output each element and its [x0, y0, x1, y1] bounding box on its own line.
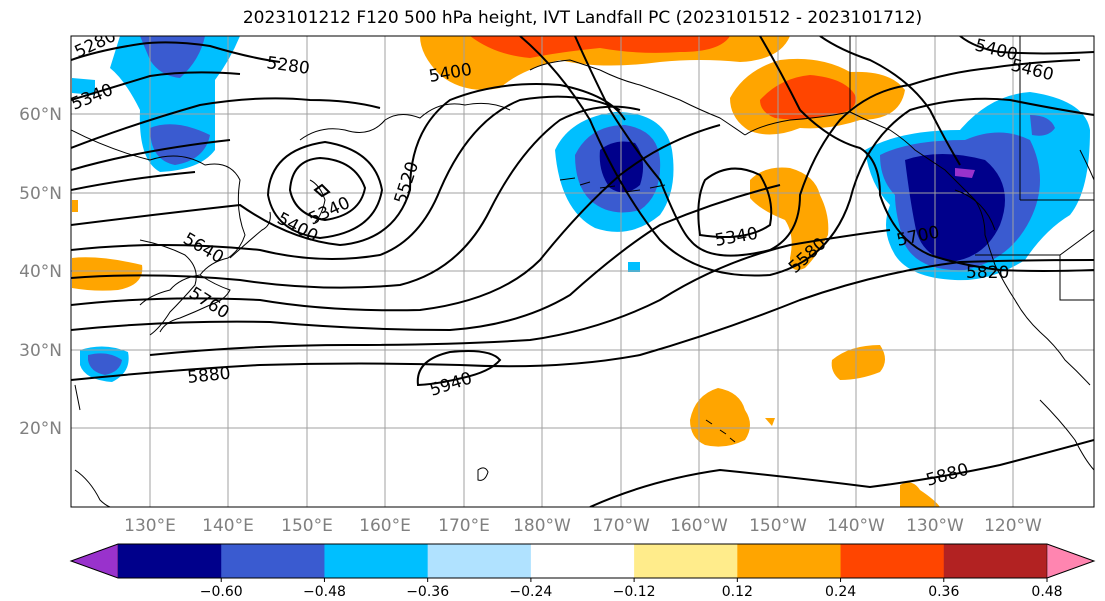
colorbar-tick-label: −0.24: [509, 584, 552, 600]
lon-label: 140°E: [202, 516, 254, 536]
colorbar-tick-label: −0.12: [613, 584, 656, 600]
colorbar-segment: [427, 544, 532, 578]
colorbar: [69, 543, 1096, 579]
colorbar-tick-label: −0.36: [406, 584, 449, 600]
ivt-negative-shading: [72, 36, 1090, 382]
lon-label: 160°E: [359, 516, 411, 536]
map-gridlines: [71, 36, 1094, 507]
lat-label: 20°N: [19, 419, 62, 439]
lon-label: 170°E: [438, 516, 490, 536]
colorbar-tick-label: 0.48: [1031, 584, 1062, 600]
colorbar-segment: [118, 544, 222, 578]
colorbar-tick-label: 0.24: [825, 584, 856, 600]
colorbar-tick-labels: −0.60 −0.48 −0.36 −0.24 −0.12 0.12 0.24 0.36 0.4…: [200, 578, 1063, 600]
colorbar-tick-label: 0.36: [928, 584, 959, 600]
colorbar-extend-high: [1046, 543, 1095, 579]
figure-title: 2023101212 F120 500 hPa height, IVT Land…: [242, 8, 923, 28]
lon-label: 170°W: [592, 516, 650, 536]
colorbar-segment: [943, 544, 1048, 578]
colorbar-tick-label: 0.12: [722, 584, 753, 600]
colorbar-segment: [840, 544, 945, 578]
lon-label: 130°E: [124, 516, 176, 536]
contour-label: 5880: [186, 364, 231, 388]
lon-label: 140°W: [827, 516, 885, 536]
colorbar-segment: [324, 544, 429, 578]
lon-label: 150°W: [749, 516, 807, 536]
colorbar-tick-label: −0.60: [200, 584, 243, 600]
colorbar-segment: [634, 544, 738, 578]
map-frame: [70, 35, 1095, 508]
longitude-labels: 130°E 140°E 150°E 160°E 170°E 180°W 170°…: [124, 516, 1042, 536]
lat-label: 60°N: [19, 105, 62, 125]
lat-label: 40°N: [19, 262, 62, 282]
lat-label: 30°N: [19, 341, 62, 361]
lon-label: 130°W: [906, 516, 964, 536]
colorbar-segment: [221, 544, 325, 578]
lon-label: 150°E: [281, 516, 333, 536]
colorbar-tick-label: −0.48: [303, 584, 346, 600]
lon-label: 160°W: [670, 516, 728, 536]
lon-label: 120°W: [984, 516, 1042, 536]
contour-label: 5820: [966, 263, 1009, 283]
colorbar-segment: [737, 544, 842, 578]
height-contours: [71, 36, 1094, 507]
colorbar-extend-low: [70, 543, 119, 579]
latitude-labels: 60°N 50°N 40°N 30°N 20°N: [19, 105, 62, 439]
colorbar-segment: [530, 544, 635, 578]
lon-label: 180°W: [513, 516, 571, 536]
lat-label: 50°N: [19, 184, 62, 204]
